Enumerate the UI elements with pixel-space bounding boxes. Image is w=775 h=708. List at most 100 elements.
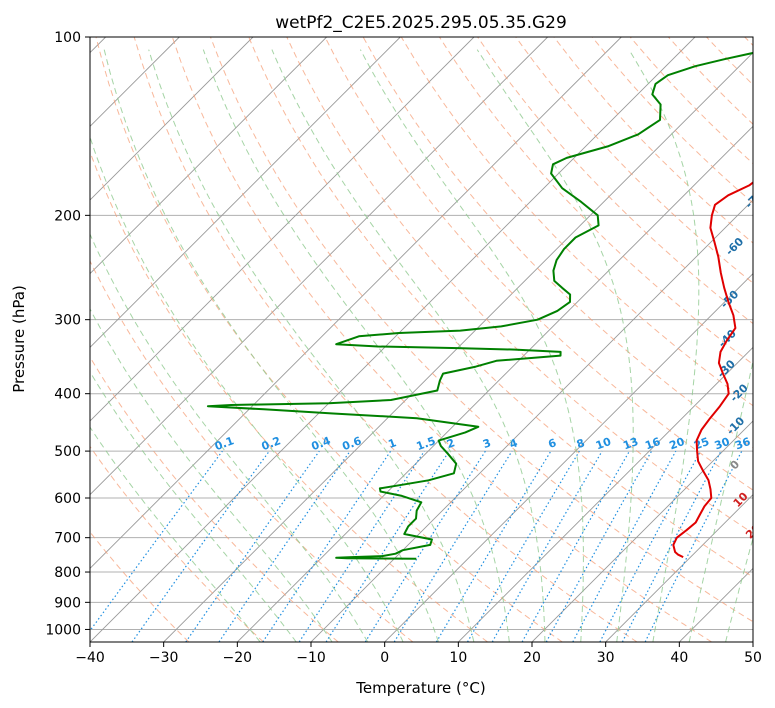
mixing-ratio-lines <box>90 450 743 642</box>
dry-adiabat-line <box>210 37 753 623</box>
dry-adiabat-line <box>324 37 753 491</box>
mixing-ratio-label: 6 <box>546 436 558 451</box>
dry-adiabat-line <box>90 445 264 642</box>
mixing-ratio-label: 2 <box>445 436 457 451</box>
dry-adiabat-line <box>515 37 753 284</box>
isotherm-label: 20 <box>743 521 763 541</box>
mixing-ratio-line <box>393 450 513 642</box>
mixing-ratio-label: 0.2 <box>260 434 283 453</box>
mixing-ratio-label: 4 <box>508 436 520 451</box>
isotherm-line <box>90 37 696 642</box>
isotherm-line <box>458 346 753 642</box>
isotherm-line <box>90 37 548 496</box>
mixing-ratio-label: 10 <box>594 435 613 453</box>
x-tick-label: 0 <box>380 650 389 666</box>
x-axis-ticks: −40 −30 −20 −10 0 10 20 30 40 50 <box>75 642 762 666</box>
wetbulb-isotherm-label: -70 <box>743 188 766 211</box>
moist-adiabat-line <box>90 308 333 642</box>
dry-adiabat-line <box>286 37 753 534</box>
isotherm-line <box>90 37 401 348</box>
moist-adiabat-line <box>628 49 700 642</box>
x-tick-label: 50 <box>744 650 762 666</box>
moist-adiabat-line <box>476 49 634 642</box>
mixing-ratio-label: 30 <box>713 435 732 453</box>
isotherm-line <box>237 125 753 642</box>
y-tick-label: 800 <box>54 565 81 581</box>
isotherm-line <box>90 37 475 422</box>
y-tick-label: 900 <box>54 595 81 611</box>
mixing-ratio-label: 0.4 <box>310 434 333 453</box>
moist-adiabat-line <box>90 135 404 642</box>
temperature-line <box>672 181 753 559</box>
mixing-ratio-line <box>572 450 677 642</box>
x-tick-label: −20 <box>223 650 253 666</box>
dewpoint-line <box>206 51 753 560</box>
mixing-ratio-label: 0.6 <box>340 434 363 453</box>
moist-adiabat-line <box>725 536 753 642</box>
isotherm-line <box>531 420 753 642</box>
mixing-ratio-line <box>521 450 631 642</box>
moist-adiabat-line <box>688 358 753 642</box>
mixing-ratio-label: 8 <box>575 436 587 451</box>
y-axis-label: Pressure (hPa) <box>10 285 28 393</box>
mixing-ratio-label: 1 <box>386 436 398 451</box>
mixing-ratio-line <box>218 450 351 642</box>
x-tick-label: 10 <box>449 650 467 666</box>
mixing-ratio-label: 36 <box>733 435 752 453</box>
mixing-ratio-label: 16 <box>643 435 662 453</box>
dry-adiabat-line <box>90 259 414 642</box>
moist-adiabat-line <box>202 49 510 642</box>
x-axis-label: Temperature (°C) <box>355 679 485 697</box>
moist-adiabat-line <box>90 232 369 642</box>
dry-adiabat-line <box>248 37 753 578</box>
x-tick-label: 30 <box>597 650 615 666</box>
y-tick-label: 700 <box>54 531 81 547</box>
isotherm-line <box>605 494 753 642</box>
mixing-ratio-label: 0.1 <box>213 434 236 453</box>
mixing-ratio-label: 13 <box>621 435 640 452</box>
mixing-ratio-label: 20 <box>668 435 687 453</box>
mixing-ratio-line <box>262 450 392 642</box>
y-tick-label: 200 <box>54 208 81 224</box>
isotherm-lines <box>90 37 753 642</box>
mixing-ratio-line <box>90 450 223 632</box>
x-tick-label: −40 <box>75 650 105 666</box>
x-tick-label: 20 <box>523 650 541 666</box>
isotherm-line <box>90 37 254 201</box>
moist-adiabat-line <box>90 426 261 642</box>
mixing-ratio-line <box>325 450 450 642</box>
moist-adiabat-line <box>90 370 297 642</box>
moist-adiabat-line <box>148 49 475 642</box>
dry-adiabat-line <box>90 356 339 642</box>
mixing-ratio-label: 3 <box>481 436 493 451</box>
isotherm-line <box>90 37 327 275</box>
x-tick-label: 40 <box>670 650 688 666</box>
dry-adiabat-lines <box>90 37 753 642</box>
chart-title: wetPf2_C2E5.2025.295.05.35.G29 <box>275 13 567 33</box>
dry-adiabat-line <box>133 37 638 642</box>
dry-adiabat-line <box>95 37 563 642</box>
sounding-series <box>206 51 753 560</box>
x-tick-label: −10 <box>296 650 326 666</box>
mixing-ratio-line <box>131 450 270 642</box>
isotherm-line <box>163 52 753 642</box>
mixing-ratio-line <box>545 450 653 642</box>
y-tick-label: 1000 <box>45 622 81 638</box>
plot-frame <box>89 36 754 643</box>
moist-adiabat-lines <box>90 49 753 642</box>
moist-adiabat-line <box>271 49 546 642</box>
mixing-ratio-label: 1.5 <box>415 434 438 453</box>
moist-adiabat-line <box>103 49 439 642</box>
dry-adiabat-line <box>171 37 712 642</box>
mixing-ratio-line <box>185 450 320 642</box>
y-tick-label: 100 <box>54 30 81 46</box>
isotherm-line <box>384 273 753 642</box>
y-tick-label: 500 <box>54 444 81 460</box>
plot-area: 0.10.20.40.611.52346810131620253036-100-… <box>90 37 766 642</box>
x-tick-label: −30 <box>149 650 179 666</box>
mixing-ratio-line <box>644 450 743 642</box>
y-axis-ticks: 100 200 300 400 500 600 700 800 900 1000 <box>45 30 90 638</box>
y-tick-label: 300 <box>54 313 81 329</box>
